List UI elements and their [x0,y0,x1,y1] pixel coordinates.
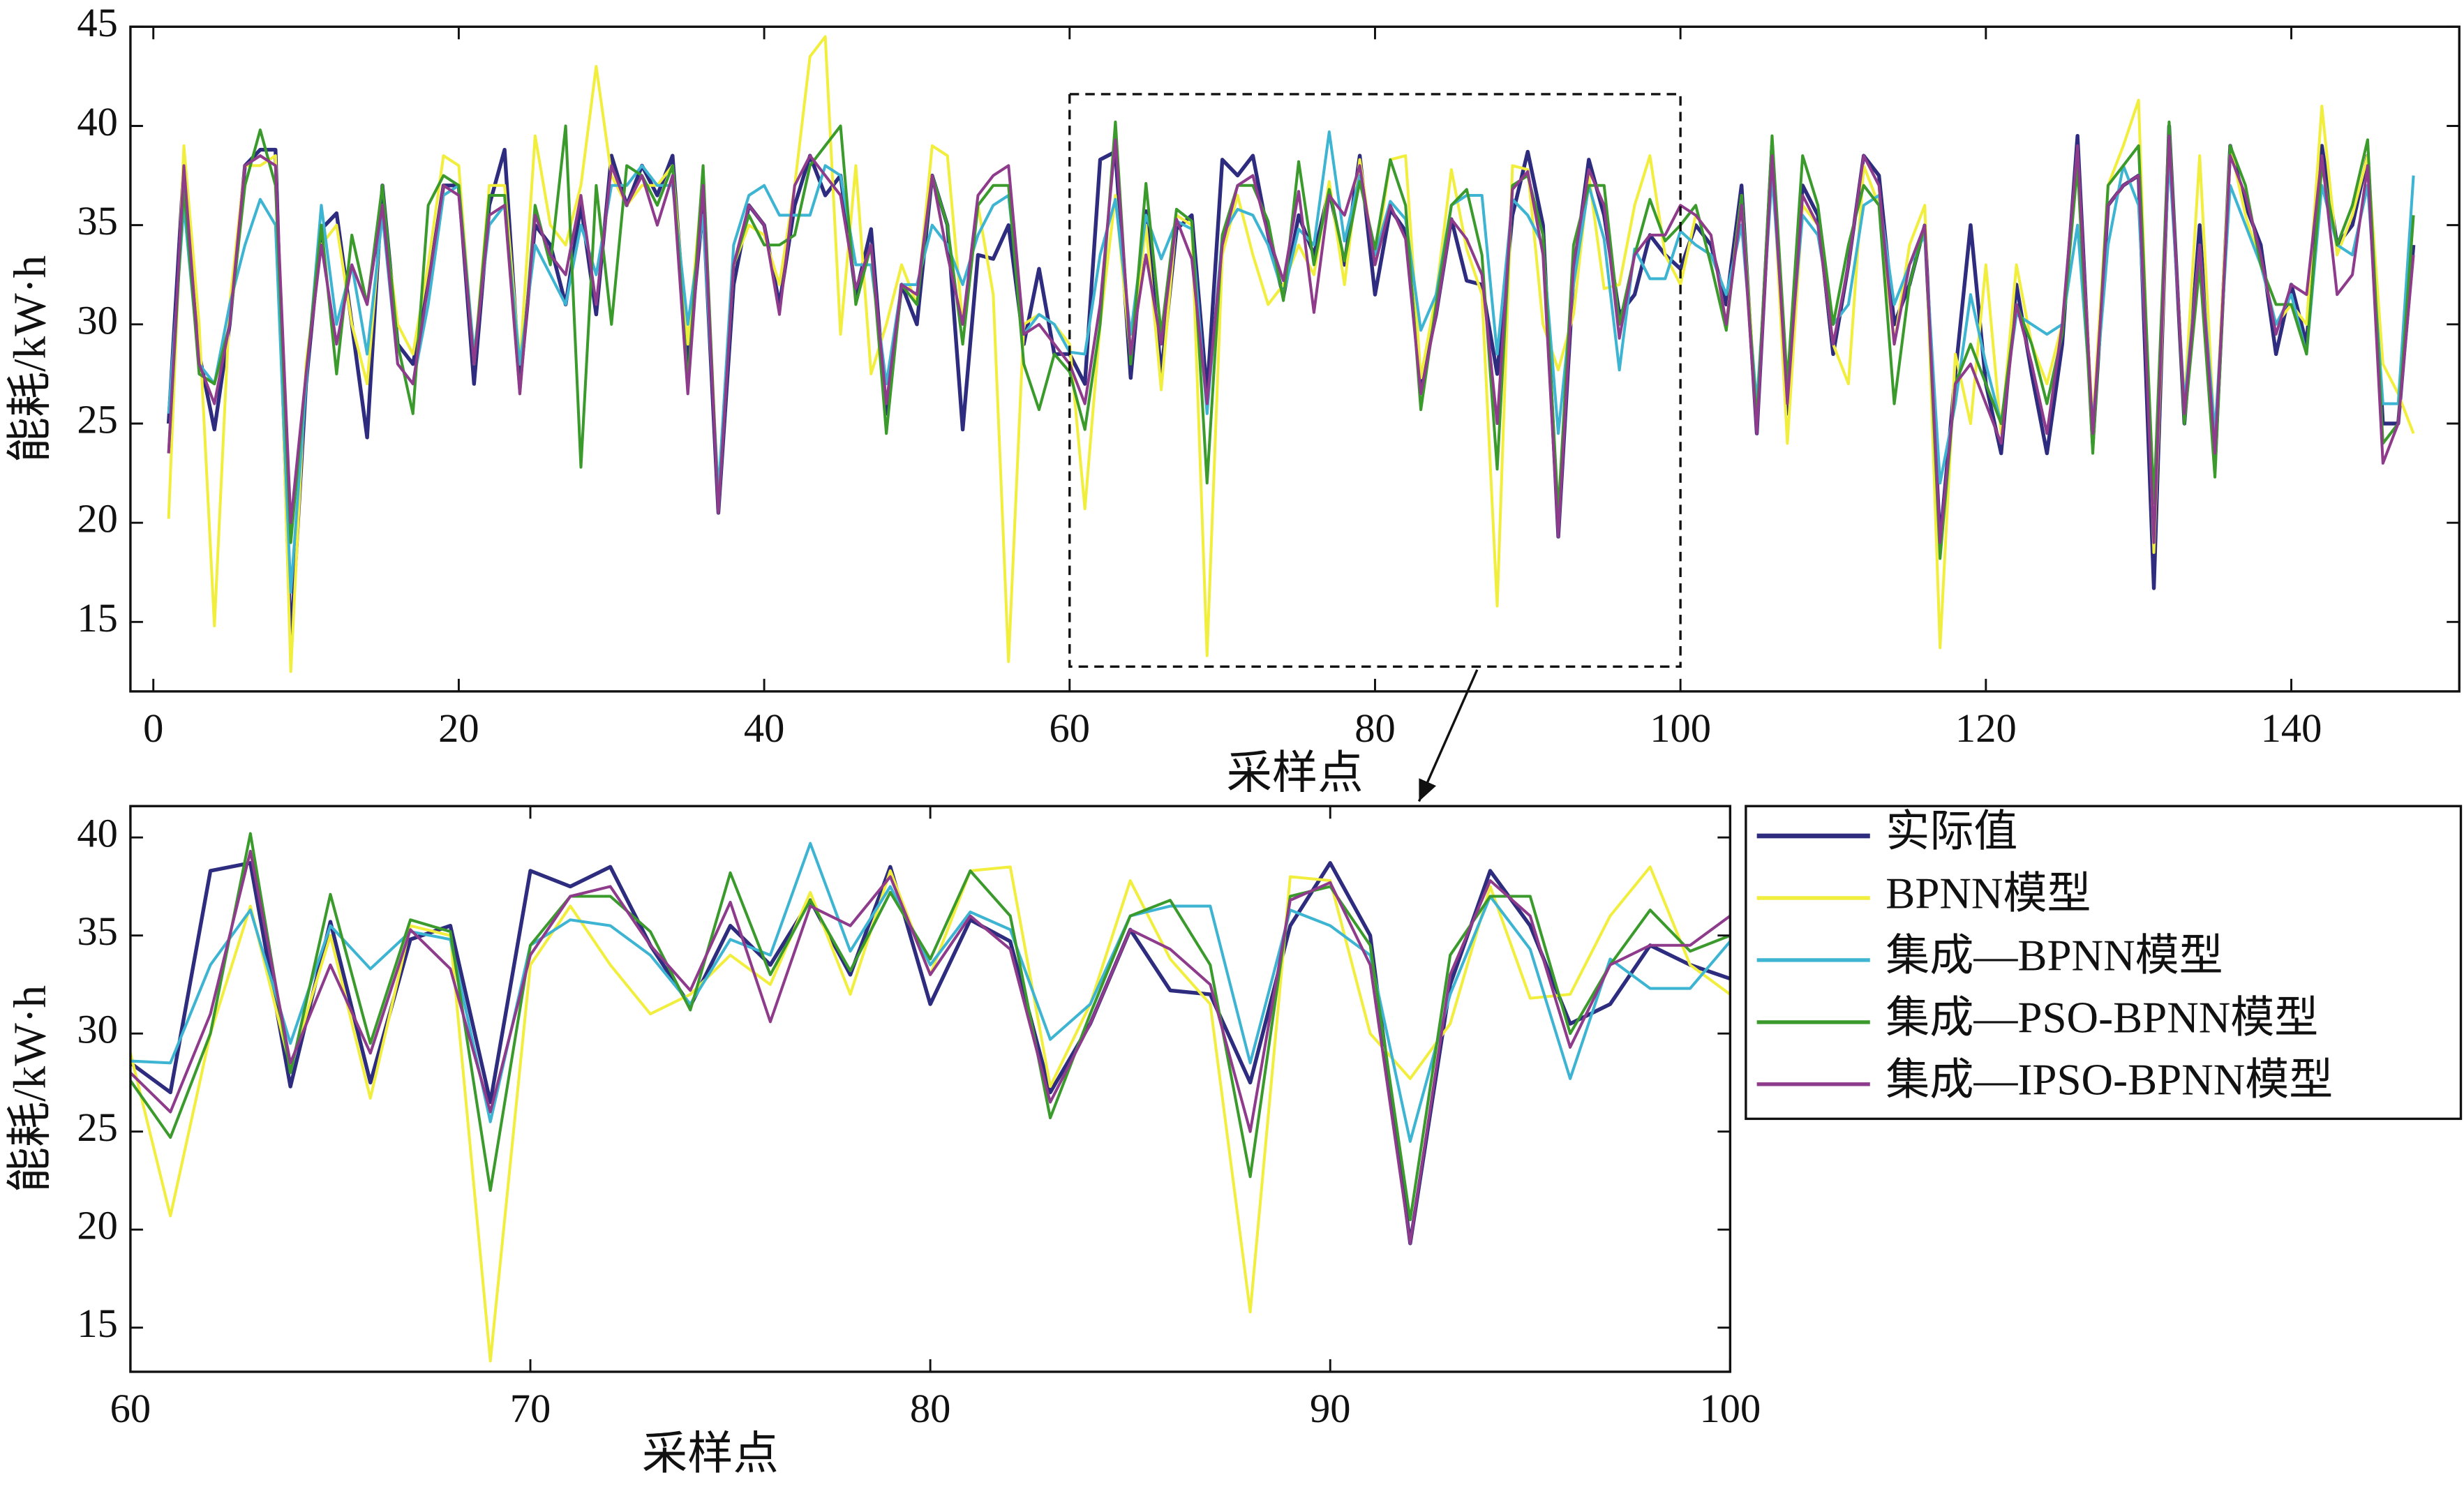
x-tick-label: 100 [1650,705,1711,751]
x-tick-label: 100 [1699,1386,1761,1431]
series-line [167,35,2415,673]
series-line [130,861,1731,1246]
series-line [130,832,1731,1222]
x-tick-label: 0 [143,705,163,751]
y-tick-label: 40 [77,811,118,856]
y-tick-label: 20 [77,1203,118,1248]
y-tick-label: 35 [77,908,118,954]
x-tick-label: 120 [1955,705,2017,751]
y-tick-label: 40 [77,99,118,144]
plot-lines [166,35,2416,673]
legend-label: 集成—BPNN模型 [1886,931,2223,980]
y-tick-label: 45 [77,0,118,45]
y-tick-label: 25 [77,396,118,442]
y-tick-label: 30 [77,1007,118,1052]
x-axis-label: 采样点 [1227,749,1364,799]
y-axis-label: 能耗/kW·h [6,255,56,463]
y-tick-label: 25 [77,1105,118,1150]
y-axis-label: 能耗/kW·h [6,985,56,1192]
x-tick-label: 60 [110,1386,151,1431]
x-tick-label: 80 [1354,705,1396,751]
series-line [130,849,1731,1245]
legend-box [1745,805,2463,1121]
y-tick-label: 30 [77,297,118,343]
x-tick-label: 20 [438,705,479,751]
y-tick-label: 15 [77,1301,118,1346]
x-tick-label: 90 [1310,1386,1351,1431]
legend-label: 实际值 [1886,807,2017,856]
legend-label: 集成—IPSO-BPNN模型 [1886,1055,2333,1104]
x-tick-label: 40 [744,705,785,751]
legend-label: BPNN模型 [1886,869,2091,918]
x-axis-label: 采样点 [642,1429,779,1479]
legend-label: 集成—PSO-BPNN模型 [1886,993,2318,1042]
series-line [130,865,1731,1363]
y-tick-label: 20 [77,496,118,541]
plot-lines [130,832,1731,1363]
zoom-arrow [1417,669,1479,802]
plot-frame [129,25,2461,693]
y-tick-label: 15 [77,595,118,641]
series-line [167,134,2415,544]
series-line [167,130,2415,594]
x-tick-label: 70 [510,1386,551,1431]
legend: 实际值 BPNN模型集成—BPNN模型集成—PSO-BPNN模型集成—IPSO-B… [1745,805,2463,1121]
x-tick-label: 60 [1050,705,1091,751]
series-line [130,842,1731,1143]
y-tick-label: 35 [77,198,118,244]
x-tick-label: 140 [2261,705,2322,751]
zoom-window [1068,93,1682,668]
x-tick-label: 80 [910,1386,951,1431]
